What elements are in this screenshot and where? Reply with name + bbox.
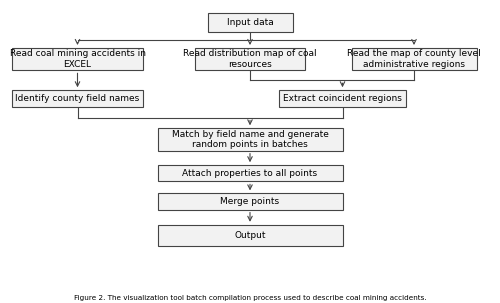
FancyBboxPatch shape	[12, 48, 142, 70]
Text: Merge points: Merge points	[220, 197, 280, 206]
FancyBboxPatch shape	[158, 165, 342, 181]
FancyBboxPatch shape	[158, 193, 342, 210]
FancyBboxPatch shape	[158, 225, 342, 246]
Text: Match by field name and generate
random points in batches: Match by field name and generate random …	[172, 130, 328, 149]
FancyBboxPatch shape	[158, 128, 342, 151]
Text: Figure 2. The visualization tool batch compilation process used to describe coal: Figure 2. The visualization tool batch c…	[74, 295, 426, 301]
FancyBboxPatch shape	[12, 90, 142, 107]
FancyBboxPatch shape	[352, 48, 476, 70]
Text: Attach properties to all points: Attach properties to all points	[182, 169, 318, 178]
Text: Read distribution map of coal
resources: Read distribution map of coal resources	[183, 49, 317, 69]
Text: Extract coincident regions: Extract coincident regions	[283, 94, 402, 103]
Text: Identify county field names: Identify county field names	[16, 94, 140, 103]
Text: Read the map of county level
administrative regions: Read the map of county level administrat…	[347, 49, 481, 69]
Text: Read coal mining accidents in
EXCEL: Read coal mining accidents in EXCEL	[10, 49, 145, 69]
Text: Input data: Input data	[226, 18, 274, 27]
FancyBboxPatch shape	[208, 13, 292, 32]
FancyBboxPatch shape	[195, 48, 305, 70]
FancyBboxPatch shape	[279, 90, 406, 107]
Text: Output: Output	[234, 231, 266, 240]
